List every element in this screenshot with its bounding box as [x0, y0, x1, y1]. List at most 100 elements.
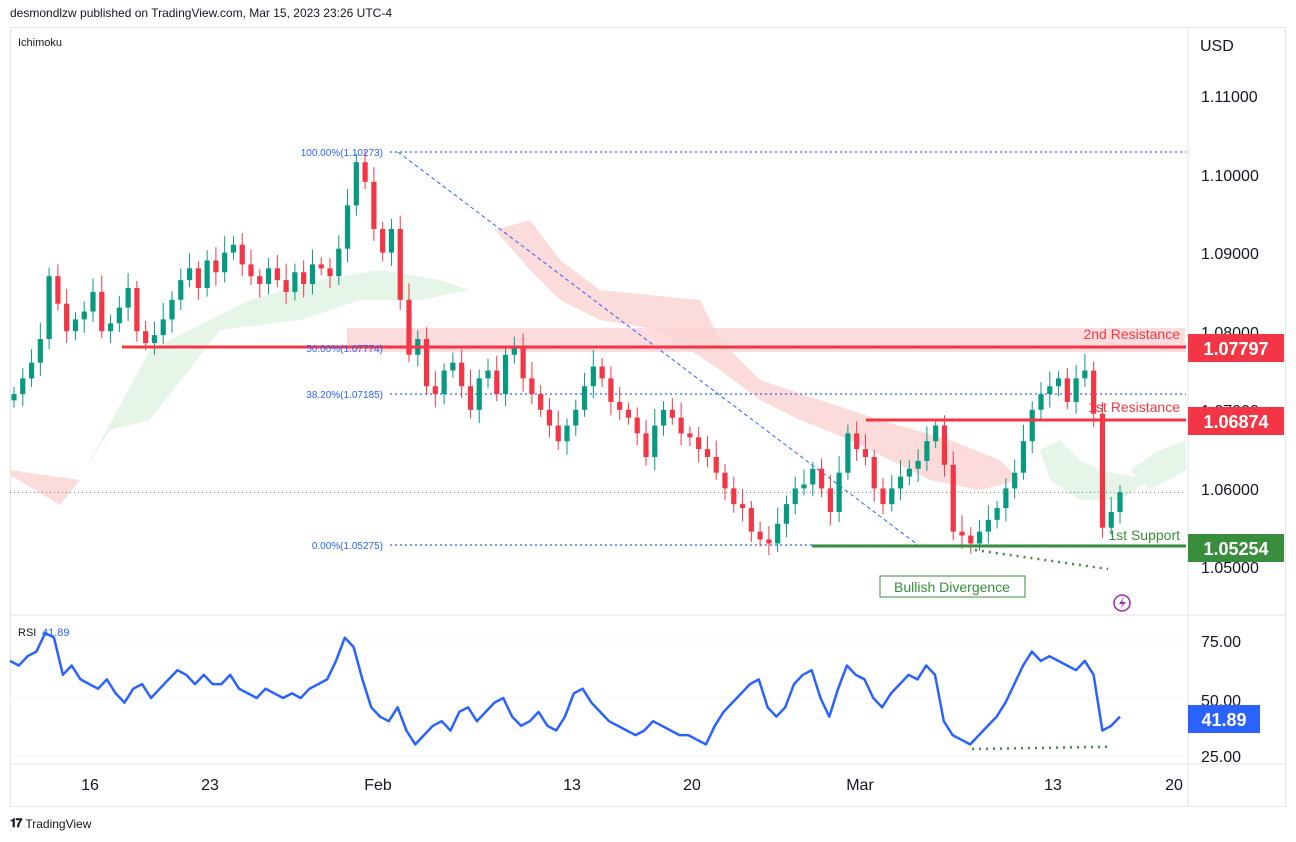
candle-body [1012, 472, 1018, 489]
time-label: 13 [1044, 777, 1062, 794]
candle-body [1108, 511, 1114, 528]
candle-body [485, 370, 491, 379]
candle-body [968, 535, 974, 544]
candle-body [1003, 488, 1009, 509]
fib-label-0: 0.00%(1.05275) [312, 541, 383, 552]
candle-body [72, 319, 79, 332]
footer[interactable]: 𝟏𝟕 TradingView [10, 816, 91, 831]
candle-body [1082, 370, 1088, 379]
candle-body [880, 488, 886, 505]
support-resistance-levels[interactable] [122, 345, 1186, 571]
candle-body [160, 319, 166, 336]
bullish-divergence-box[interactable]: Bullish Divergence [879, 575, 1026, 598]
cloud-band [1130, 440, 1186, 490]
rsi-badge-text: 41.89 [1201, 710, 1246, 730]
candle-body [511, 346, 517, 355]
candle-body [985, 519, 991, 532]
candle-body [441, 370, 447, 395]
candle-body [994, 508, 1000, 520]
candle-body [186, 268, 193, 281]
price-axis[interactable]: 1.11000 1.10000 1.09000 1.08000 1.07000 … [1201, 89, 1259, 577]
candle-body [634, 417, 640, 434]
candle-body [301, 272, 307, 285]
candle-body [11, 394, 17, 401]
candle-body [1020, 441, 1027, 473]
candle-body [783, 504, 790, 524]
candle-body [292, 272, 298, 292]
rsi-line [9, 631, 1121, 746]
candle-body [862, 449, 869, 457]
candle-body [731, 488, 737, 505]
candle-body [388, 229, 395, 253]
candle-body [467, 386, 474, 410]
indicator-label: Ichimoku [18, 37, 62, 49]
candle-body [748, 508, 754, 532]
candle-body [1055, 378, 1062, 387]
cloud-band [1040, 440, 1150, 500]
candle-body [775, 523, 781, 544]
candle-body [660, 409, 667, 426]
badge-text-r2: 1.07797 [1203, 339, 1268, 359]
price-tick: 1.09000 [1201, 246, 1259, 263]
price-divergence-line [974, 548, 1109, 571]
candle-body [827, 488, 833, 512]
candle-body [687, 433, 693, 438]
candlestick-series[interactable] [11, 150, 1123, 556]
candle-body [99, 291, 105, 332]
candle-body [406, 299, 412, 355]
currency-label: USD [1200, 38, 1234, 55]
candle-body [213, 260, 219, 273]
candle-body [178, 280, 184, 300]
rsi-series[interactable] [9, 631, 1186, 757]
candle-body [704, 449, 711, 457]
candle-body [854, 433, 860, 450]
rsi-divergence-line [971, 745, 1111, 751]
candle-body [546, 409, 553, 426]
candle-body [28, 362, 35, 379]
candle-body [46, 276, 52, 340]
bullish-divergence-label: Bullish Divergence [894, 579, 1010, 595]
price-badge-r1: 1.06874 [1188, 407, 1284, 435]
candle-body [889, 488, 895, 505]
candle-body [265, 268, 272, 285]
candle-body [55, 276, 61, 304]
candle-body [555, 425, 561, 442]
candle-body [538, 394, 544, 410]
lightning-icon[interactable] [1113, 594, 1131, 612]
candle-body [924, 441, 930, 461]
candle-body [169, 299, 175, 320]
rsi-badge: 41.89 [1188, 705, 1260, 733]
first-support-label: 1st Support [1108, 527, 1180, 543]
candle-body [64, 303, 70, 332]
candle-body [248, 264, 254, 277]
price-tick: 1.10000 [1201, 168, 1259, 185]
time-label: 23 [201, 777, 219, 794]
candle-body [810, 468, 816, 485]
candle-body [476, 378, 482, 410]
rsi-label: RSI [18, 627, 36, 639]
fib-label-50: 50.00%(1.07774) [306, 344, 383, 355]
chart-frame[interactable] [10, 27, 1286, 807]
candle-body [959, 531, 965, 536]
candle-body [20, 378, 26, 395]
candle-body [950, 464, 956, 532]
candle-body [151, 335, 158, 343]
candle-body [678, 417, 684, 434]
time-axis[interactable]: 16 23 Feb 13 20 Mar 13 20 [81, 777, 1183, 794]
candle-body [309, 264, 316, 285]
rsi-value-label: 41.89 [42, 627, 70, 639]
time-label: 16 [81, 777, 99, 794]
rsi-axis[interactable]: 75.00 50.00 25.00 [1201, 634, 1241, 766]
candle-body [1099, 413, 1106, 528]
candle-body [81, 311, 87, 320]
candle-body [520, 346, 526, 379]
candle-body [494, 370, 500, 395]
candle-body [915, 460, 921, 469]
candle-body [143, 331, 149, 343]
candle-body [818, 468, 825, 489]
fib-label-38: 38.20%(1.07185) [306, 390, 383, 401]
candle-body [696, 437, 702, 450]
candle-body [617, 401, 623, 410]
candle-body [1047, 386, 1053, 395]
